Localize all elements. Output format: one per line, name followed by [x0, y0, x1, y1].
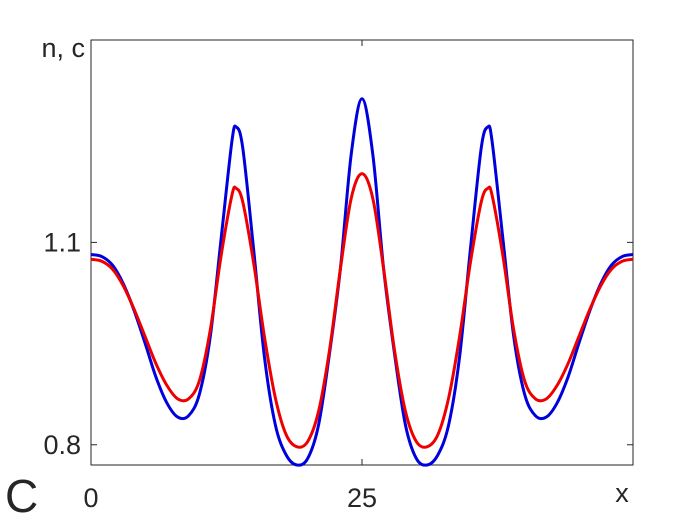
panel-label: C — [5, 470, 38, 522]
y-axis-label: n, c — [41, 33, 85, 63]
x-axis-label: x — [615, 478, 629, 508]
x-tick-label: 0 — [83, 483, 98, 513]
y-tick-label: 1.1 — [43, 228, 81, 258]
data-line — [90, 172, 634, 449]
data-line — [90, 97, 634, 467]
plot-frame — [90, 39, 634, 466]
x-tick-label: 25 — [347, 483, 377, 513]
y-tick-label: 0.8 — [43, 430, 81, 460]
